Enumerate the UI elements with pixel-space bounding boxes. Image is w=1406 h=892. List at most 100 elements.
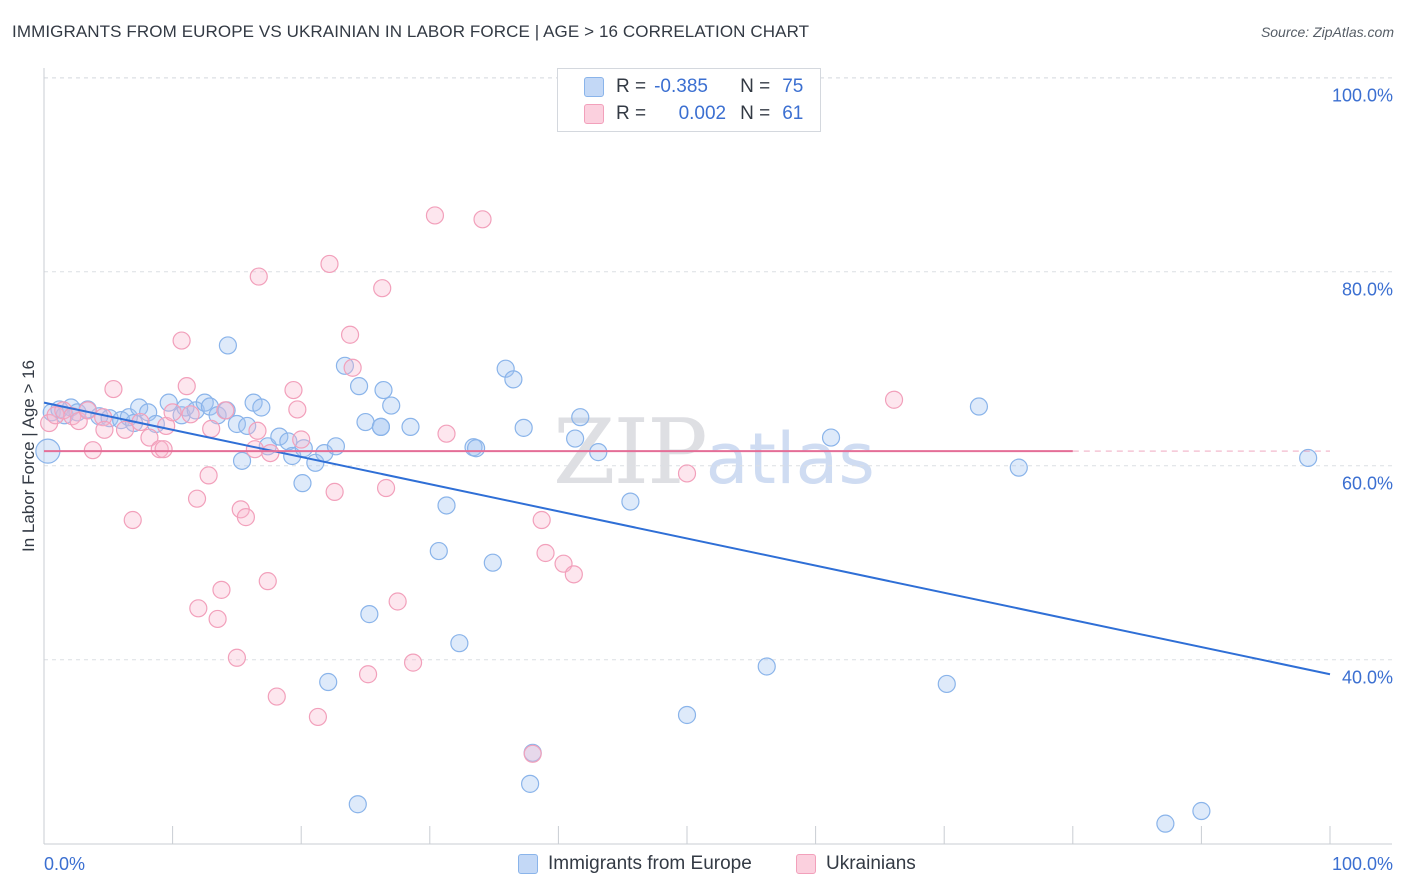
point-ukrainians-59 [95,420,114,439]
point-immigrants-52 [466,439,486,458]
point-ukrainians-39 [343,358,362,377]
point-ukrainians-10 [123,510,142,530]
point-immigrants-72 [1299,448,1318,468]
point-immigrants-47 [401,417,420,436]
bottom-legend-label: Immigrants from Europe [548,853,752,874]
point-immigrants-55 [504,370,523,389]
point-ukrainians-15 [163,403,182,422]
point-ukrainians-60 [154,440,173,459]
point-immigrants-45 [348,795,367,814]
point-ukrainians-48 [523,744,542,763]
bottom-legend-swatch-pink [796,854,816,874]
point-ukrainians-41 [373,279,392,298]
point-ukrainians-44 [403,653,423,672]
legend-r-label: R = [616,76,647,97]
point-ukrainians-43 [388,592,407,611]
point-immigrants-24 [238,416,257,436]
point-immigrants-69 [1009,458,1028,477]
point-ukrainians-21 [208,609,227,629]
legend-row-ukrainians: R = 0.002 N = 61 [584,101,803,127]
point-immigrants-73 [371,417,391,436]
point-immigrants-53 [483,553,502,572]
point-immigrants-62 [621,492,640,511]
watermark-atlas: atlas [705,418,875,500]
point-immigrants-26 [252,398,271,417]
point-immigrants-59 [566,429,585,448]
point-ukrainians-37 [325,482,344,501]
point-ukrainians-24 [227,648,246,667]
point-ukrainians-55 [884,390,904,409]
source-label: Source: ZipAtlas.com [1260,24,1394,40]
x-ticks [43,826,1331,844]
point-ukrainians-54 [677,464,697,483]
bottom-legend-swatch-blue [518,854,538,874]
y-axis-label: In Labor Force | Age > 16 [19,360,38,552]
trend-line-immigrants [43,401,1331,676]
point-ukrainians-49 [532,510,551,530]
point-immigrants-43 [374,380,393,400]
point-ukrainians-36 [320,254,339,274]
point-ukrainians-20 [199,466,218,485]
point-ukrainians-22 [212,580,231,599]
point-immigrants-40 [293,474,312,493]
point-ukrainians-56 [261,443,280,463]
point-ukrainians-38 [340,325,360,344]
point-ukrainians-12 [140,428,159,447]
point-immigrants-50 [450,634,469,653]
y-tick-label-60: 60.0% [1342,474,1393,494]
point-immigrants-48 [429,541,448,561]
point-ukrainians-26 [236,508,256,527]
point-ukrainians-40 [358,665,378,684]
legend-swatch-blue [584,77,604,97]
point-ukrainians-50 [536,543,555,563]
point-immigrants-44 [319,672,338,692]
point-immigrants-46 [360,605,379,624]
y-tick-labels: 40.0% 60.0% 80.0% 100.0% [1332,86,1393,688]
point-immigrants-67 [937,674,956,694]
point-ukrainians-18 [187,489,207,508]
point-immigrants-37 [356,412,375,432]
legend-r-label: R = [616,103,647,124]
bottom-legend-label: Ukrainians [826,853,916,874]
point-immigrants-65 [757,657,776,676]
gridlines [44,77,1392,661]
point-immigrants-34 [326,437,346,456]
point-immigrants-42 [218,336,237,355]
legend-swatch-pink [584,104,604,124]
point-ukrainians-46 [437,424,456,443]
correlation-legend: R = -0.385 N = 75 R = 0.002 N = 61 [557,68,821,132]
point-immigrants-12 [130,398,149,417]
point-ukrainians-57 [181,405,200,424]
point-ukrainians-45 [425,206,445,225]
point-ukrainians-33 [288,400,307,419]
legend-r-value: -0.385 [654,76,708,97]
point-immigrants-41 [232,451,252,470]
point-ukrainians-13 [150,440,169,459]
axes [43,68,1392,845]
point-immigrants-15 [159,393,178,412]
point-ukrainians-47 [473,210,492,229]
series-ukrainians [40,68,904,763]
watermark-zip: ZIP [553,400,708,505]
x-tick-label-0: 0.0% [44,854,85,874]
y-tick-label-100: 100.0% [1332,86,1393,106]
point-ukrainians-16 [172,331,191,350]
watermark: ZIPatlas [553,400,875,505]
point-ukrainians-30 [258,572,277,591]
point-ukrainians-58 [202,419,221,438]
point-ukrainians-34 [292,430,311,449]
y-tick-label-40: 40.0% [1342,668,1393,688]
point-ukrainians-28 [248,421,267,440]
series-immigrants-from-europe [35,68,1318,833]
point-ukrainians-42 [376,478,396,498]
point-ukrainians-8 [104,379,123,399]
point-ukrainians-31 [267,687,286,706]
legend-n-label: N = [740,103,771,124]
point-immigrants-28 [270,427,289,446]
legend-r-value: 0.002 [678,103,727,124]
point-immigrants-49 [437,496,456,515]
x-tick-label-100: 100.0% [1332,854,1393,874]
point-immigrants-66 [821,428,841,447]
bottom-legend-immigrants: Immigrants from Europe [518,852,752,876]
